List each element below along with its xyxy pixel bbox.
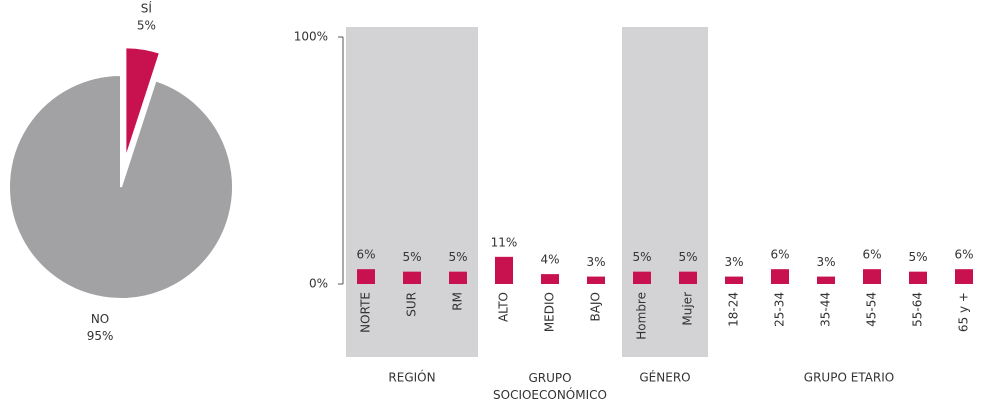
value-label: 5% [908, 250, 927, 264]
group-label: REGIÓN [388, 370, 435, 385]
bar [909, 271, 927, 284]
group-label: GRUPO ETARIO [804, 371, 894, 385]
bar [449, 271, 467, 284]
group-label: GÉNERO [639, 370, 690, 385]
bar [587, 276, 605, 284]
value-label: 5% [632, 250, 651, 264]
pie-slice [8, 73, 234, 300]
bar [357, 269, 375, 284]
x-tick-label: Mujer [681, 292, 695, 326]
group-shade [346, 27, 478, 357]
pie-value-label: 5% [137, 18, 156, 32]
y-tick-label: 0% [309, 277, 328, 291]
x-tick-label: MEDIO [543, 292, 557, 332]
value-label: 5% [678, 250, 697, 264]
y-tick-label: 100% [294, 30, 328, 44]
x-tick-label: SUR [405, 292, 419, 317]
x-tick-label: BAJO [589, 292, 603, 321]
value-label: 6% [356, 248, 375, 262]
pie-label: NO [91, 312, 109, 326]
value-label: 5% [448, 250, 467, 264]
x-tick-label: Hombre [635, 292, 649, 340]
bar [863, 269, 881, 284]
x-tick-label: 45-54 [865, 292, 879, 327]
value-label: 5% [402, 250, 421, 264]
value-label: 6% [954, 248, 973, 262]
bar [679, 271, 697, 284]
value-label: 4% [540, 253, 559, 267]
pie-slice [124, 46, 162, 160]
bar [633, 271, 651, 284]
bar [403, 271, 421, 284]
bar [817, 276, 835, 284]
group-label-line: GRUPO [528, 371, 571, 385]
value-label: 3% [724, 255, 743, 269]
x-tick-label: NORTE [359, 292, 373, 333]
bar [725, 276, 743, 284]
value-label: 6% [862, 248, 881, 262]
x-tick-label: RM [451, 292, 465, 311]
x-tick-label: 35-44 [819, 292, 833, 327]
x-tick-label: 55-64 [911, 292, 925, 327]
group-label: GRUPO SOCIOECONÓMICO [493, 371, 607, 401]
x-tick-label: 18-24 [727, 292, 741, 327]
bar [495, 256, 513, 284]
value-label: 3% [586, 255, 605, 269]
x-tick-label: 25-34 [773, 292, 787, 327]
value-label: 3% [816, 255, 835, 269]
group-label-line: SOCIOECONÓMICO [493, 387, 607, 401]
value-label: 6% [770, 248, 789, 262]
pie-label: SÍ [141, 0, 153, 15]
x-tick-label: 65 y + [957, 292, 971, 332]
pie-value-label: 95% [87, 329, 114, 343]
bar [955, 269, 973, 284]
bar [541, 274, 559, 284]
value-label: 11% [491, 235, 518, 249]
bar [771, 269, 789, 284]
group-shade [622, 27, 708, 357]
x-tick-label: ALTO [497, 292, 511, 322]
